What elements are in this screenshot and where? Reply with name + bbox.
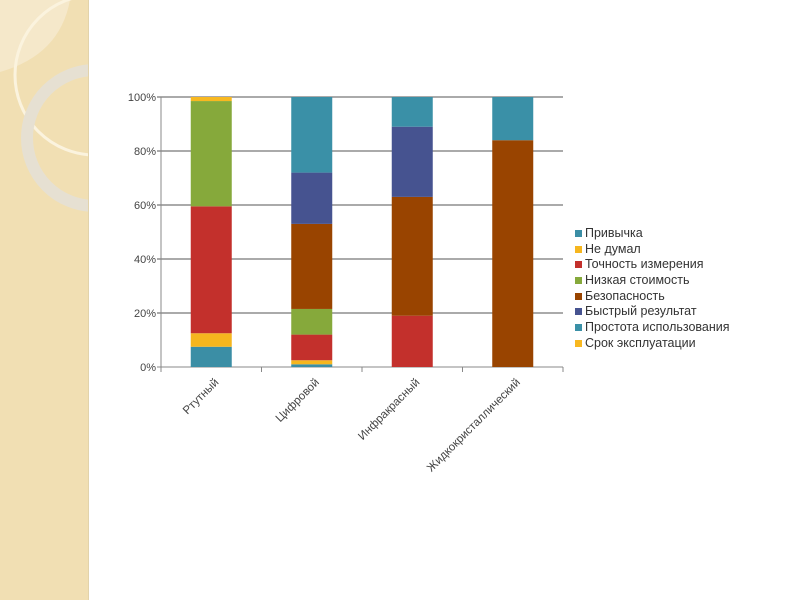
bar-segment-3-0 [190,101,232,207]
x-tick-label: Цифровой [274,377,322,425]
legend-swatch [575,261,582,269]
bar-segment-4-2 [391,196,433,316]
bar-segment-1-1 [291,360,333,365]
bar-segment-1-0 [190,333,232,347]
legend-item: Не думал [575,242,730,258]
bar-segment-3-1 [291,308,333,335]
legend-item: Быстрый результат [575,304,730,320]
legend-swatch [575,245,582,253]
legend-label: Простота использования [585,320,730,335]
bar-segment-7-0 [190,97,232,102]
legend-swatch [575,308,582,316]
legend-label: Точность измерения [585,257,704,272]
bar-segment-0-0 [190,346,232,367]
x-tick-label: Жидкокристаллический [425,377,523,475]
legend-item: Безопасность [575,289,730,305]
bar-segment-6-3 [492,97,534,141]
y-tick-label: 60% [134,200,156,212]
y-tick-label: 80% [134,146,156,158]
legend-label: Привычка [585,226,643,240]
legend-item: Точность измерения [575,257,730,273]
bar-segment-6-2 [391,97,433,127]
legend-item: Срок эксплуатации [575,336,730,352]
bar-segment-6-1 [291,97,333,173]
bar-segment-4-3 [492,140,534,367]
legend-label: Срок эксплуатации [585,335,696,350]
legend-item: Привычка [575,226,730,242]
bar-segment-2-1 [291,334,333,361]
x-tick-label: Ртутный [181,377,221,417]
bar-segment-2-2 [391,315,433,367]
legend-label: Не думал [585,241,641,256]
bar-segment-5-2 [391,126,433,197]
legend-swatch [575,230,582,237]
legend-item: Низкая стоимость [575,273,730,289]
legend-label: Быстрый результат [585,304,697,319]
y-tick-label: 100% [128,92,156,104]
legend-label: Безопасность [585,288,665,303]
bar-segment-2-0 [190,206,232,334]
legend-swatch [575,277,582,285]
y-tick-label: 0% [140,362,156,374]
y-tick-label: 40% [134,254,156,266]
legend-item: Простота использования [575,320,730,336]
chart-legend: Привычка Не думал Точность измерения Низкая… [575,226,730,352]
legend-swatch [575,324,582,332]
x-tick-label: Инфракрасный [356,377,422,443]
legend-label: Низкая стоимость [585,273,690,288]
bar-segment-0-1 [291,364,333,367]
bar-segment-4-1 [291,223,333,309]
legend-swatch [575,339,582,347]
legend-swatch [575,292,582,300]
y-tick-label: 20% [134,308,156,320]
bar-segment-5-1 [291,172,333,224]
